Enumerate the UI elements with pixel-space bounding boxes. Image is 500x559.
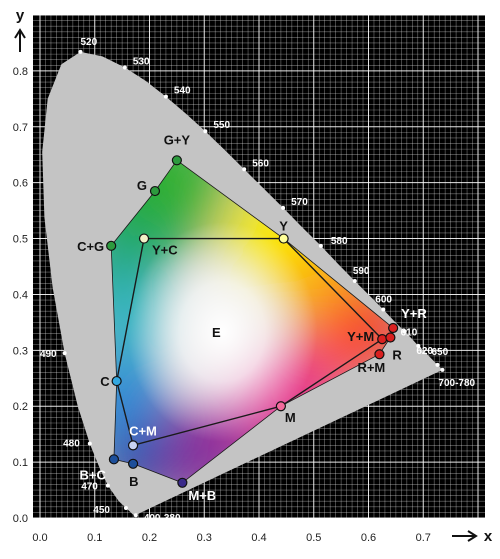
wavelength-dot [122,65,127,70]
color-point-label: C [100,374,110,389]
wavelength-label: 580 [331,236,348,247]
wavelength-label: 590 [353,266,370,277]
color-point-marker [127,458,139,469]
wavelength-label: 530 [133,57,150,68]
wavelength-dot [62,351,67,356]
x-axis-ticks: 0.0 0.1 0.2 0.3 0.4 0.5 0.6 0.7 [32,532,431,544]
color-point-marker [278,233,289,244]
color-point-label: C+M [129,423,157,438]
color-point-marker [377,334,388,345]
color-point-marker [177,477,188,488]
wavelength-label: 400-380 [144,513,181,524]
x-tick-label: 0.3 [197,532,212,544]
x-tick-label: 0.6 [361,532,376,544]
x-tick-label: 0.5 [306,532,321,544]
wavelength-label: 560 [252,158,269,169]
color-blob [132,160,233,222]
wavelength-dot [133,513,138,518]
white-glow [127,221,318,442]
wavelength-label: 550 [213,120,230,131]
wavelength-label: 600 [375,295,392,306]
color-point-marker [108,454,120,465]
wavelength-label: 700-780 [438,378,475,389]
color-point-marker [111,375,122,387]
x-tick-label: 0.4 [251,532,266,544]
wavelength-dot [78,49,83,54]
y-tick-label: 0.7 [13,122,28,134]
y-axis-title: y [16,7,25,24]
wavelength-dot [281,205,286,210]
wavelength-label: 520 [81,37,98,48]
y-tick-label: 0.6 [13,178,28,190]
x-tick-label: 0.0 [32,532,47,544]
wavelength-label: 610 [401,327,418,338]
wavelength-dot [435,362,440,367]
color-point-marker [127,440,139,451]
y-tick-label: 0.4 [13,289,28,301]
color-point-label: G [137,178,147,193]
wavelength-dot [318,243,323,248]
y-tick-label: 0.2 [13,401,28,413]
color-point-label: C+G [77,239,104,254]
wavelength-dot [402,329,407,334]
y-axis-ticks: 0.0 0.1 0.2 0.3 0.4 0.5 0.6 0.7 0.8 [13,66,28,525]
color-point-label: G+Y [164,132,191,147]
x-axis-arrow-icon [452,530,478,542]
wavelength-labels: 400-380 450 470 480 490 520 530 540 550 560 570 580… [40,37,476,524]
y-tick-label: 0.3 [13,345,28,357]
color-point-label: B+C [80,467,107,482]
y-axis-arrow-icon [14,28,26,52]
color-point-marker [374,349,385,360]
color-point-marker [385,332,396,343]
white-point-label: E [212,325,221,340]
color-point-marker [149,185,161,197]
wavelength-dot [123,505,128,510]
color-point-label: M [285,410,296,425]
wavelength-dot [203,129,208,134]
wavelength-dot [242,167,247,172]
color-points: G+Y G C+G Y+C Y Y+R Y+M R R+M M C C+M B+C B M+B [77,132,427,502]
wavelength-label: 620 [416,346,433,357]
wavelength-dot [381,307,386,312]
wavelength-dot [163,94,168,99]
wavelength-label: 490 [40,349,57,360]
x-tick-label: 0.2 [142,532,157,544]
color-point-marker [388,322,399,334]
wavelength-label: 540 [174,86,191,97]
color-point-marker [275,401,286,412]
wavelength-label: 650 [431,347,448,358]
wavelength-label: 470 [81,482,98,493]
color-point-label: R+M [357,360,385,375]
color-point-label: B [129,474,138,489]
wavelength-dot [105,483,110,488]
wavelength-label: 570 [291,197,308,208]
x-axis-title: x [484,528,493,545]
color-point-label: M+B [188,488,216,503]
color-point-marker [171,155,182,166]
wavelength-label: 450 [93,505,110,516]
x-tick-label: 0.7 [416,532,431,544]
wavelength-dot [416,343,421,348]
color-point-label: Y+R [401,306,427,321]
color-point-label: Y+C [152,243,178,258]
color-point-label: Y+M [347,329,374,344]
wavelength-dot [352,279,357,284]
x-tick-label: 0.1 [87,532,102,544]
color-point-label: Y [279,219,288,234]
y-tick-label: 0.5 [13,234,28,246]
wavelength-dot [87,441,92,446]
y-tick-label: 0.1 [13,457,28,469]
wavelength-dot [440,367,445,372]
color-point-label: R [392,347,402,362]
color-point-marker [106,240,117,251]
y-tick-label: 0.0 [13,513,28,525]
color-point-marker [138,233,150,244]
wavelength-label: 480 [63,439,80,450]
y-tick-label: 0.8 [13,66,28,78]
